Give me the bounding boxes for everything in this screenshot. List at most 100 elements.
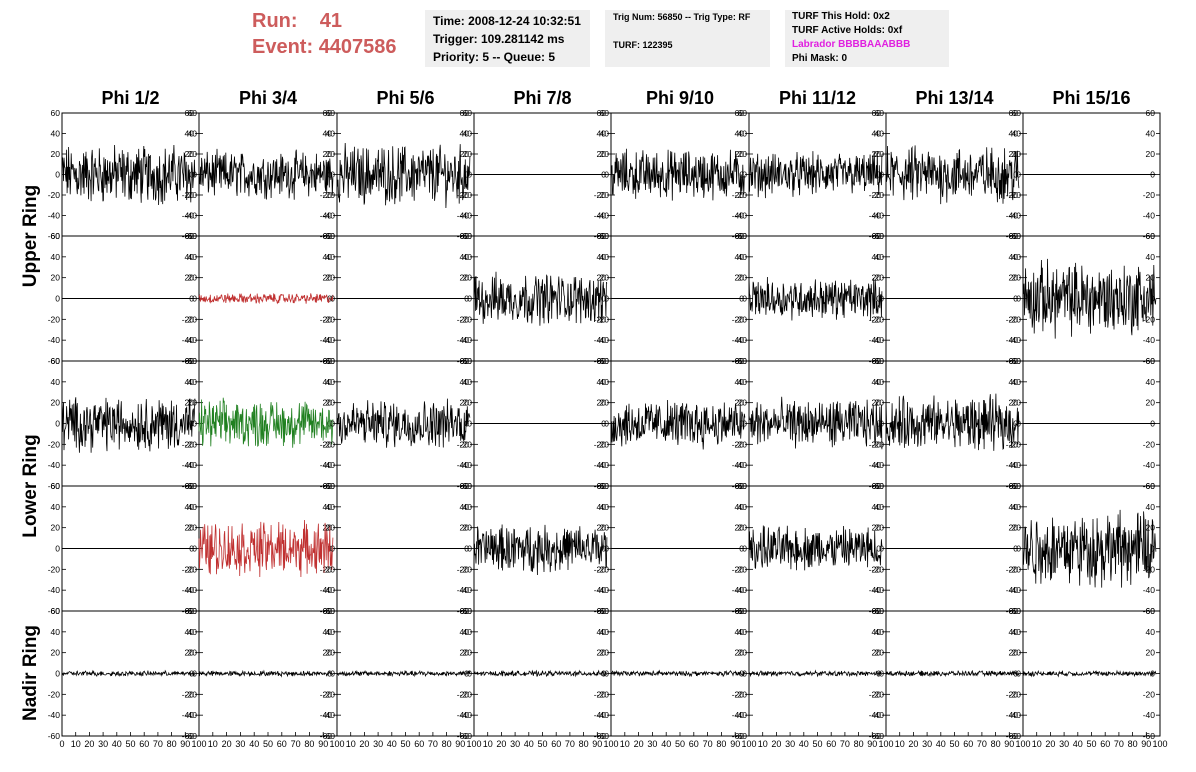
x-tick-label: 30 [98,739,108,749]
y-tick-label: 20 [326,149,336,159]
y-tick-label: 60 [735,231,745,241]
y-tick-label: 60 [188,606,198,616]
y-tick-label: -20 [1143,314,1156,324]
y-tick-label: 0 [330,544,335,554]
y-tick-label: 0 [330,419,335,429]
y-tick-label: 60 [600,356,610,366]
x-tick-label: 100 [741,739,756,749]
y-tick-label: 40 [735,502,745,512]
y-tick-label: -40 [1009,585,1022,595]
waveform-trace [198,397,334,448]
waveform-trace [473,524,608,576]
waveform-trace [198,669,334,678]
y-tick-label: -40 [735,585,748,595]
y-tick-label: -20 [872,689,885,699]
y-tick-label: -40 [320,710,333,720]
y-tick-label: 0 [739,669,744,679]
y-tick-label: 60 [188,356,198,366]
y-tick-label: 20 [323,523,333,533]
y-tick-label: -40 [869,335,882,345]
y-tick-label: 20 [738,648,748,658]
waveform-trace [748,151,883,199]
y-tick-label: -20 [457,689,470,699]
y-tick-label: 40 [185,627,195,637]
y-tick-label: 60 [185,108,195,118]
y-tick-label: -60 [597,731,610,741]
y-tick-label: -40 [597,710,610,720]
run-label: Run: [252,10,298,32]
y-tick-label: -20 [323,689,336,699]
y-tick-label: 20 [188,648,198,658]
y-tick-label: 60 [1009,356,1019,366]
column-header: Phi 1/2 [101,88,159,108]
x-tick-label: 100 [329,739,344,749]
y-tick-label: 40 [875,129,885,139]
y-tick-label: 0 [55,419,60,429]
y-tick-label: -60 [48,356,61,366]
y-tick-label: -20 [1009,190,1022,200]
y-tick-label: 40 [738,627,748,637]
y-tick-label: -60 [323,731,336,741]
y-tick-label: 20 [1146,273,1156,283]
y-tick-label: -20 [597,564,610,574]
y-tick-label: -20 [182,564,195,574]
y-tick-label: 0 [604,170,609,180]
y-tick-label: 40 [323,252,333,262]
phi-mask-text: Phi Mask: 0 [792,53,848,64]
y-tick-label: -20 [460,689,473,699]
y-tick-label: -20 [1009,689,1022,699]
y-tick-label: 40 [51,129,61,139]
y-tick-label: 40 [185,502,195,512]
waveform-trace [610,148,746,201]
x-tick-label: 100 [878,739,893,749]
y-tick-label: 60 [460,108,470,118]
y-tick-label: -40 [869,585,882,595]
y-tick-label: -20 [182,689,195,699]
x-tick-label: 40 [661,739,671,749]
y-tick-label: -20 [597,689,610,699]
y-tick-label: 0 [1016,170,1021,180]
y-tick-label: 40 [460,252,470,262]
x-tick-label: 90 [180,739,190,749]
y-tick-label: 60 [872,606,882,616]
y-tick-label: -20 [320,190,333,200]
y-tick-label: 20 [188,149,198,159]
y-tick-label: -40 [1006,335,1019,345]
y-tick-label: 40 [875,627,885,637]
y-tick-label: 0 [467,669,472,679]
y-tick-label: -40 [323,335,336,345]
y-tick-label: -40 [182,710,195,720]
y-tick-label: 0 [604,544,609,554]
y-tick-label: 40 [463,377,473,387]
y-tick-label: 40 [735,252,745,262]
y-tick-label: 40 [597,627,607,637]
x-tick-label: 100 [1152,739,1167,749]
y-tick-label: 40 [51,502,61,512]
x-tick-label: 50 [537,739,547,749]
y-tick-label: -40 [460,585,473,595]
x-tick-label: 100 [1015,739,1030,749]
y-tick-label: -20 [869,190,882,200]
y-tick-label: -40 [1143,211,1156,221]
turf-this-hold-text: TURF This Hold: 0x2 [792,11,890,22]
x-tick-label: 50 [400,739,410,749]
y-tick-label: -40 [872,211,885,221]
x-tick-label: 30 [1059,739,1069,749]
y-tick-label: -40 [457,460,470,470]
x-tick-label: 90 [1141,739,1151,749]
y-tick-label: 20 [463,523,473,533]
y-tick-label: -20 [872,190,885,200]
y-tick-label: 20 [1012,398,1022,408]
x-tick-label: 80 [442,739,452,749]
y-tick-label: 40 [600,252,610,262]
x-tick-label: 80 [1128,739,1138,749]
y-tick-label: 40 [1146,129,1156,139]
y-tick-label: -40 [460,335,473,345]
y-tick-label: 60 [1009,108,1019,118]
y-tick-label: 20 [875,648,885,658]
y-tick-label: -20 [1143,439,1156,449]
x-tick-label: 30 [922,739,932,749]
y-tick-label: -20 [1006,689,1019,699]
y-tick-label: 20 [738,523,748,533]
y-tick-label: 40 [326,129,336,139]
